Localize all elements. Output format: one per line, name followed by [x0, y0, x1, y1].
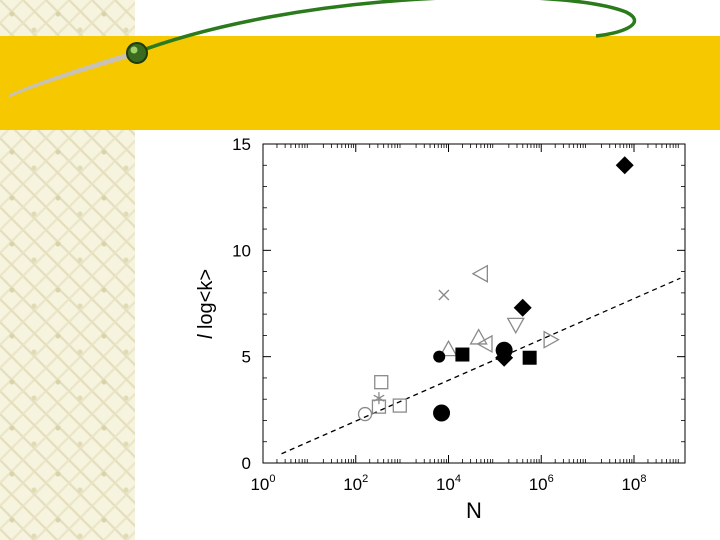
axes: 100 102 104 106 108 0 5 10 15: [232, 135, 686, 494]
fit-line: [281, 277, 681, 455]
data-point-x: [438, 289, 450, 301]
x-stroke: [438, 289, 450, 301]
axis-labels: N l log<k>: [195, 269, 482, 523]
data-point-triangle-up-open: [439, 339, 458, 357]
data-point-square-open: [374, 375, 389, 390]
header-band: [0, 36, 720, 130]
data-point-circle-filled: [433, 350, 446, 363]
data-point-diamond-filled: [495, 348, 514, 367]
swoosh-decoration: [131, 0, 637, 56]
data-point-triangle-left-open: [471, 264, 489, 283]
fit-line-layer: [281, 277, 681, 455]
swoosh-tail-decoration: [8, 52, 130, 98]
data-points: [357, 156, 634, 422]
plot-frame: [262, 143, 686, 464]
data-point-circle-filled-large: [433, 404, 451, 422]
x-tick-label: 108: [621, 473, 646, 494]
x-tick-label: 106: [529, 473, 554, 494]
data-point-square-filled: [455, 347, 470, 362]
data-point-square-open: [371, 399, 387, 414]
y-axis-title-text: log<k>: [195, 269, 217, 335]
y-axis-title: l log<k>: [195, 269, 217, 339]
y-tick-label: 5: [242, 348, 251, 367]
y-tick-label: 15: [232, 135, 251, 154]
y-axis-title-symbol: l: [195, 334, 217, 339]
globe-icon-highlight: [130, 46, 138, 54]
data-point-square-filled: [522, 350, 537, 365]
x-axis-title: N: [466, 498, 482, 523]
data-point-triangle-down-open: [506, 317, 525, 335]
x-tick-label: 100: [250, 473, 275, 494]
data-point-triangle-left-open: [476, 334, 493, 354]
data-point-circle-open: [357, 406, 373, 422]
x-tick-label: 102: [343, 473, 368, 494]
data-point-diamond-filled: [615, 156, 634, 175]
data-point-triangle-up-open: [469, 328, 488, 345]
data-point-asterisk: [373, 392, 385, 405]
data-point-triangle-right-open: [543, 330, 560, 349]
x-tick-label: 104: [436, 473, 461, 494]
data-point-square-open: [392, 398, 407, 413]
y-tick-label: 0: [242, 454, 251, 473]
y-tick-label: 10: [232, 241, 251, 260]
data-point-diamond-filled: [513, 298, 532, 317]
